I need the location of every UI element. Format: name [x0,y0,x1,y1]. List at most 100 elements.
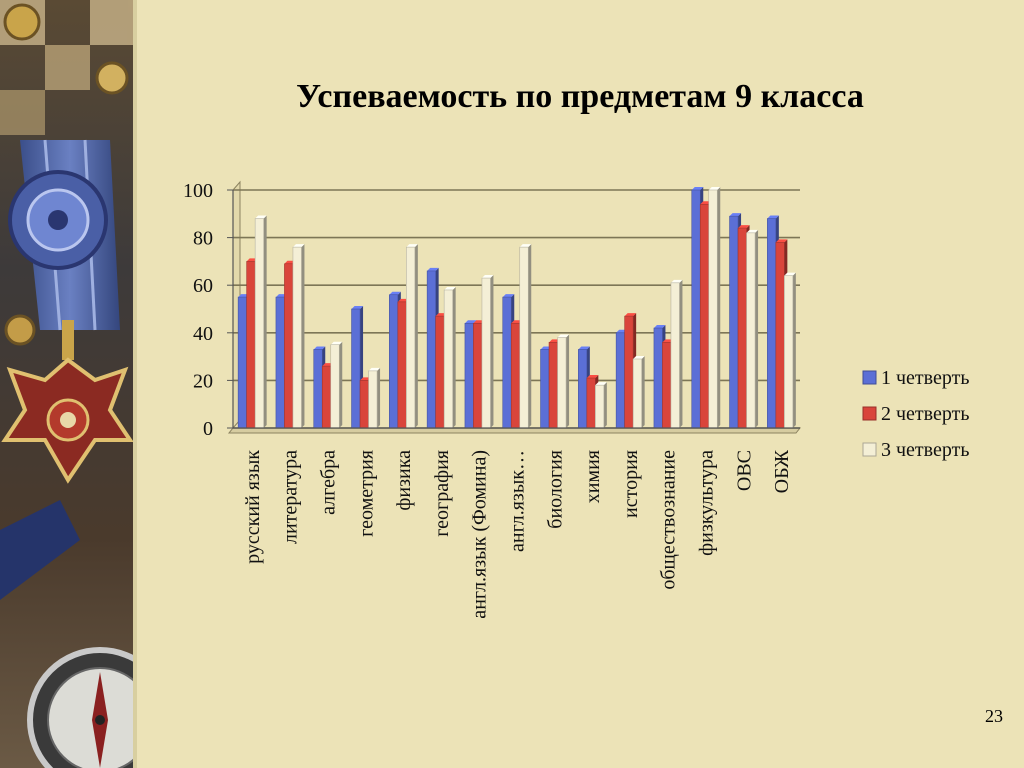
bar-top [784,272,796,276]
bar-top [406,244,418,248]
legend-label: 3 четверть [881,439,969,461]
bar-front [397,301,407,429]
bar-front [473,322,483,429]
bar [632,355,645,429]
x-tick-label: русский язык [242,450,264,564]
bar-top [746,229,759,233]
bar-front [292,246,302,429]
bar-top [624,313,637,317]
bar [443,286,456,429]
bar-side [452,286,456,428]
bar-top [653,325,666,329]
bar-side [792,272,796,428]
x-tick-label: обществознание [658,450,680,590]
bar-top [330,341,343,345]
bar-front [321,365,332,429]
bar-front [708,189,718,429]
bar-top [389,291,401,295]
bar-front [237,296,247,429]
bar-front [426,270,436,429]
bar-front [670,282,680,429]
bar-front [662,342,672,429]
bar-front [502,296,512,429]
bar-top [351,306,364,309]
bar-side [263,215,267,428]
decorative-medal-collage [0,0,137,768]
bar-side [490,275,494,428]
bar-front [557,337,567,429]
bar-front [510,322,521,429]
bar-top [586,375,599,379]
bar-top [519,244,532,248]
bar [254,215,267,429]
y-tick-label: 0 [203,418,213,440]
x-tick-label: физика [393,450,415,511]
x-tick-label: история [620,450,642,518]
x-tick-label: алгебра [318,450,340,515]
bar-front [586,377,596,429]
bar [406,244,418,429]
bar-front [359,380,369,429]
bar-front [624,315,634,429]
bar [519,244,532,429]
bar-side [641,355,645,428]
bar-side [566,334,570,428]
bar [746,229,759,429]
bar-front [464,322,474,429]
x-axis: русский язык литература алгебра геометрия фи… [233,427,800,619]
bar-top [557,334,570,338]
bar-front [699,203,710,429]
bar-front [481,277,491,429]
bar-top [368,367,381,371]
legend-swatch [862,370,877,385]
chart-legend: 1 четверть 2 четверть 3 четверть [862,367,969,461]
bar [292,244,305,429]
bar-front [767,218,777,429]
bar [368,367,381,429]
bar-front [519,246,529,429]
bar-front [775,242,785,429]
bar-front [368,370,378,429]
bar [670,279,683,429]
y-tick-label: 100 [183,180,213,202]
bar-front [351,308,361,429]
bar-top [775,239,788,243]
bar-front [330,344,340,429]
bar-side [528,244,532,428]
bar-side [755,229,759,428]
bar-top [255,215,267,219]
bar-front [443,289,453,429]
x-tick-label: ОБЖ [771,450,793,493]
bar-top [595,382,607,386]
bar-front [729,215,739,429]
bar-top [427,267,439,271]
bar-top [670,279,683,283]
bar-side [603,382,607,428]
y-tick-label: 80 [193,228,213,250]
compass-icon [27,647,137,768]
bar-front [284,263,294,429]
bar-top [578,346,590,350]
bar-front [548,342,558,429]
bar-top [292,244,305,248]
legend-swatch [862,406,877,421]
bar [330,341,343,429]
x-tick-label: литература [280,450,302,544]
bar-front [435,315,445,429]
slide-title: Успеваемость по предметам 9 класса [296,78,864,115]
bar-front [254,218,264,429]
bar-top [444,286,456,290]
decor-svg [0,0,137,768]
x-tick-label: англ.язык (Фомина) [469,450,491,619]
button-icon [3,3,129,346]
bar-top [464,320,477,324]
bar-side [377,367,381,428]
bar-front [737,227,747,429]
bar-front [540,349,550,429]
y-tick-label: 60 [193,275,213,297]
medal-icon [1,320,134,484]
bar [595,382,607,429]
bar-front [275,296,285,429]
bar-side [717,187,721,428]
bar-side [301,244,305,428]
